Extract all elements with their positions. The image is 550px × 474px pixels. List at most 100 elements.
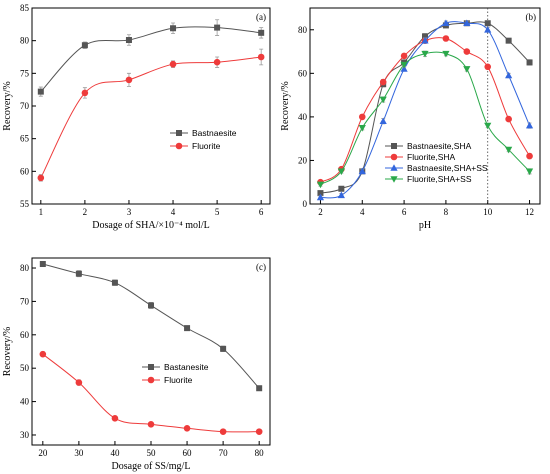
data-point: [81, 89, 89, 97]
x-tick-label: 70: [219, 448, 229, 458]
legend-marker: [390, 164, 398, 171]
x-tick-label: 4: [360, 207, 365, 217]
data-point: [422, 33, 428, 40]
data-point: [526, 59, 533, 66]
data-point: [183, 425, 191, 432]
data-point: [258, 29, 265, 36]
data-point: [316, 181, 325, 189]
data-point: [505, 115, 512, 123]
legend-label: Fluorite,SHA+SS: [407, 174, 472, 184]
chart-panel-a: 1 2 3 4 5 6 55 60 65 70 75 80 85 Dosage of SHA/×10⁻⁴ …: [2, 3, 271, 231]
x-tick-label: 3: [127, 207, 132, 217]
data-point: [75, 270, 82, 277]
data-point: [463, 19, 471, 27]
data-point: [400, 61, 408, 69]
data-point: [170, 25, 177, 32]
data-point: [463, 48, 471, 55]
x-tick-label: 8: [444, 207, 449, 217]
data-point: [442, 50, 450, 58]
series-1: [39, 350, 263, 435]
y-tick-label: 80: [298, 25, 308, 35]
x-tick-label: 4: [171, 207, 176, 217]
data-point: [526, 152, 533, 160]
series-2: [316, 19, 534, 201]
data-point: [505, 37, 512, 44]
data-point: [484, 20, 491, 27]
legend-label: Bastnaesite: [192, 128, 237, 138]
x-tick-label: 50: [147, 448, 157, 458]
data-point: [75, 379, 83, 386]
data-point: [358, 167, 366, 175]
data-point: [484, 122, 492, 130]
y-tick-label: 40: [20, 397, 30, 407]
data-point: [400, 52, 408, 60]
y-tick-label: 40: [298, 112, 308, 122]
y-tick-label: 55: [20, 199, 30, 209]
x-axis-label: Dosage of SHA/×10⁻⁴ mol/L: [92, 220, 209, 231]
legend: Bastnaesite Fluorite: [170, 128, 237, 151]
legend: Bastanesite Fluorite: [142, 362, 209, 385]
x-tick-label: 60: [183, 448, 193, 458]
y-tick-label: 65: [20, 134, 30, 144]
data-point: [379, 78, 387, 86]
y-tick-label: 50: [20, 363, 30, 373]
x-tick-label: 2: [83, 207, 88, 217]
x-tick-label: 20: [38, 448, 48, 458]
y-tick-label: 30: [20, 430, 30, 440]
y-tick-label: 80: [20, 263, 30, 273]
y-axis-label: Recovery/%: [280, 81, 291, 130]
data-point: [379, 117, 387, 125]
legend-marker: [148, 364, 154, 370]
data-point: [169, 60, 177, 68]
legend-marker: [175, 142, 183, 150]
panel-label: (a): [256, 12, 266, 22]
x-axis-label: Dosage of SS/mg/L: [112, 461, 191, 472]
series-0: [37, 19, 265, 97]
x-tick-label: 12: [525, 207, 534, 217]
y-tick-label: 0: [303, 199, 308, 209]
data-point: [463, 66, 471, 73]
legend-marker: [391, 143, 397, 149]
data-point: [125, 37, 132, 44]
data-point: [484, 63, 492, 71]
data-point: [484, 25, 492, 33]
legend-marker: [390, 153, 398, 161]
panel-label: (c): [256, 262, 266, 272]
y-tick-label: 60: [20, 166, 30, 176]
series-3: [316, 50, 534, 189]
x-tick-label: 10: [483, 207, 493, 217]
data-point: [505, 71, 513, 79]
data-point: [379, 96, 387, 104]
series-line: [40, 56, 262, 179]
data-point: [400, 65, 408, 72]
data-point: [337, 168, 345, 176]
data-point: [147, 420, 155, 428]
y-tick-label: 85: [20, 3, 30, 13]
x-tick-label: 6: [402, 207, 407, 217]
series-line: [40, 26, 262, 92]
series-1: [37, 48, 265, 182]
chart-panel-c: 20 30 40 50 60 70 80 30 40 50 60 70 80 Dosage of SS/m…: [2, 257, 271, 472]
legend-label: Bastnaesite,SHA+SS: [407, 163, 488, 173]
chart-panel-b: 2 4 6 8 10 12 0 20 40 60 80 pH Recovery/% (b) Bastnaes…: [280, 7, 541, 231]
data-point: [111, 279, 118, 286]
data-point: [125, 76, 133, 84]
x-tick-label: 5: [215, 207, 220, 217]
data-point: [219, 428, 227, 435]
x-tick-label: 80: [255, 448, 265, 458]
data-point: [220, 345, 227, 352]
y-tick-label: 70: [20, 101, 30, 111]
data-point: [81, 42, 88, 49]
data-point: [39, 350, 47, 358]
data-point: [421, 36, 429, 44]
data-point: [37, 88, 44, 95]
x-tick-label: 1: [39, 207, 44, 217]
legend-marker: [176, 130, 182, 136]
y-tick-label: 60: [298, 68, 308, 78]
series-0: [39, 261, 263, 392]
legend-label: Fluorite,SHA: [407, 152, 456, 162]
legend-label: Fluorite: [164, 375, 193, 385]
legend: Bastnaesite,SHAFluorite,SHABastnaesite,S…: [385, 141, 488, 184]
data-point: [338, 185, 345, 192]
